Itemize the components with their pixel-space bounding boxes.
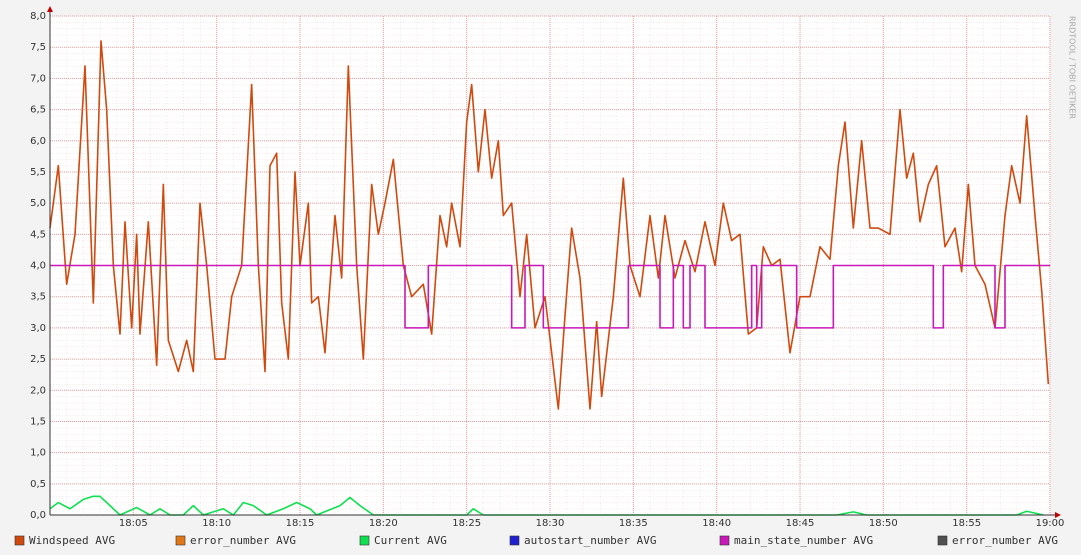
y-tick-label: 1,0 [30,448,46,459]
legend-label: error_number AVG [952,534,1058,547]
x-tick-label: 18:25 [452,518,481,529]
y-tick-label: 0,0 [30,510,46,521]
legend-swatch [359,535,370,546]
legend-label: error_number AVG [190,534,296,547]
y-tick-label: 6,0 [30,136,46,147]
y-tick-label: 0,5 [30,479,46,490]
x-tick-label: 18:05 [119,518,148,529]
x-tick-label: 18:40 [702,518,731,529]
grid [50,15,1051,516]
y-tick-label: 4,5 [30,229,46,240]
legend-swatch [509,535,520,546]
y-tick-label: 6,5 [30,105,46,116]
y-tick-label: 7,5 [30,42,46,53]
y-tick-label: 2,5 [30,354,46,365]
legend-label: autostart_number AVG [524,534,656,547]
y-tick-label: 7,0 [30,73,46,84]
series-line [49,40,1050,410]
x-tick-label: 18:45 [786,518,815,529]
x-tick-label: 18:30 [536,518,565,529]
legend: Windspeed AVG error_number AVG Current AVG… [14,534,1058,547]
y-tick-label: 5,5 [30,167,46,178]
y-tick-label: 4,0 [30,261,46,272]
x-tick-label: 18:15 [286,518,315,529]
legend-swatch [719,535,730,546]
x-tick-label: 18:55 [952,518,981,529]
y-tick-label: 3,0 [30,323,46,334]
legend-label: Current AVG [374,534,447,547]
y-axis-arrow [47,6,53,12]
legend-label: main_state_number AVG [734,534,873,547]
x-tick-label: 18:10 [202,518,231,529]
legend-swatch [175,535,186,546]
legend-swatch [937,535,948,546]
y-tick-label: 8,0 [30,11,46,22]
x-axis-arrow [1055,512,1061,518]
y-tick-label: 5,0 [30,198,46,209]
y-tick-label: 3,5 [30,292,46,303]
x-tick-label: 18:50 [869,518,898,529]
watermark: RRDTOOL / TOBI OETIKER [1068,16,1077,119]
tick-labels: 0,0 0,5 1,0 1,5 2,0 2,5 3,0 3,5 4,0 4,5 5,0 5,5 6,0 6… [30,11,1064,529]
legend-swatch [14,535,25,546]
y-tick-label: 1,5 [30,416,46,427]
series-line [50,264,1050,329]
x-tick-label: 18:20 [369,518,398,529]
x-tick-label: 18:35 [619,518,648,529]
legend-label: Windspeed AVG [29,534,115,547]
x-tick-label: 19:00 [1036,518,1065,529]
y-tick-label: 2,0 [30,385,46,396]
